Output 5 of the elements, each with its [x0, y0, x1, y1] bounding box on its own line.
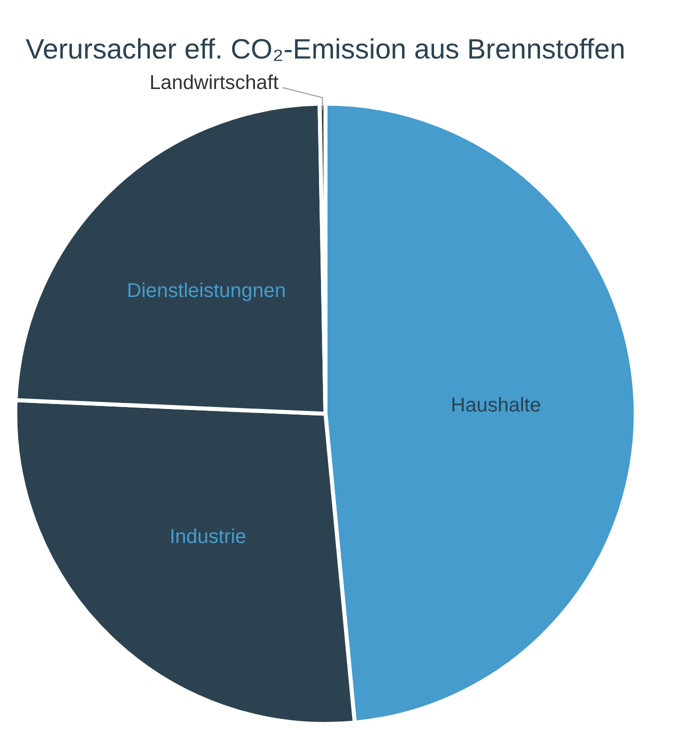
chart-title: Verursacher eff. CO₂-Emission aus Brennstoffen: [26, 34, 626, 65]
slice-label: Industrie: [170, 526, 246, 548]
slice-label: Dienstleistungnen: [126, 280, 286, 302]
slice-label: Haushalte: [450, 394, 541, 416]
slice-label: Landwirtschaft: [150, 72, 279, 94]
